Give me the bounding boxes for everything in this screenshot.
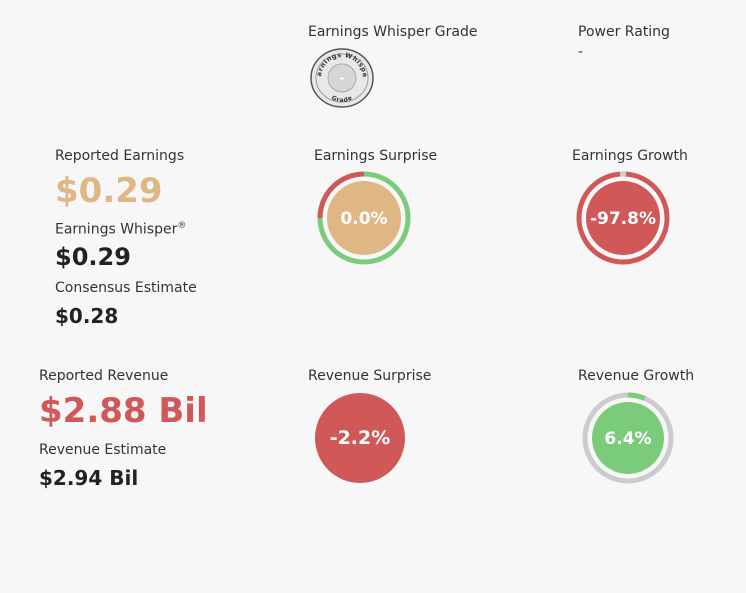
revenue-growth-gauge: 6.4% [581, 391, 675, 485]
revenue-estimate-value: $2.94 Bil [39, 466, 139, 490]
earnings-growth-value: -97.8% [590, 209, 656, 229]
earnings-whisper-label: Earnings Whisper® [55, 221, 187, 238]
svg-text:Grade: Grade [330, 94, 354, 104]
revenue-surprise-label: Revenue Surprise [308, 368, 432, 384]
reported-earnings-label: Reported Earnings [55, 148, 185, 164]
earnings-surprise-value: 0.0% [340, 209, 387, 229]
earnings-surprise-gauge: 0.0% [317, 171, 411, 265]
grade-badge: Earnings Whisper Grade - [309, 47, 375, 109]
earnings-growth-gauge: -97.8% [576, 171, 670, 265]
earnings-whisper-grade-label: Earnings Whisper Grade [308, 24, 478, 40]
revenue-growth-value: 6.4% [604, 429, 651, 449]
revenue-growth-label: Revenue Growth [578, 368, 695, 384]
consensus-estimate-value: $0.28 [55, 304, 119, 328]
reported-revenue-value: $2.88 Bil [39, 391, 208, 431]
revenue-surprise-value: -2.2% [330, 427, 391, 449]
grade-badge-value: - [340, 71, 345, 85]
earnings-surprise-label: Earnings Surprise [314, 148, 438, 164]
power-rating-label: Power Rating [578, 24, 670, 40]
revenue-surprise-gauge: -2.2% [313, 391, 407, 485]
reported-revenue-label: Reported Revenue [39, 368, 169, 384]
grade-badge-bottom-text: Grade [330, 94, 353, 104]
revenue-estimate-label: Revenue Estimate [39, 442, 167, 458]
registered-mark: ® [177, 221, 187, 231]
earnings-whisper-value: $0.29 [55, 243, 131, 271]
reported-earnings-value: $0.29 [55, 171, 163, 211]
power-rating-value: - [578, 44, 584, 60]
earnings-growth-label: Earnings Growth [572, 148, 688, 164]
consensus-estimate-label: Consensus Estimate [55, 280, 197, 296]
